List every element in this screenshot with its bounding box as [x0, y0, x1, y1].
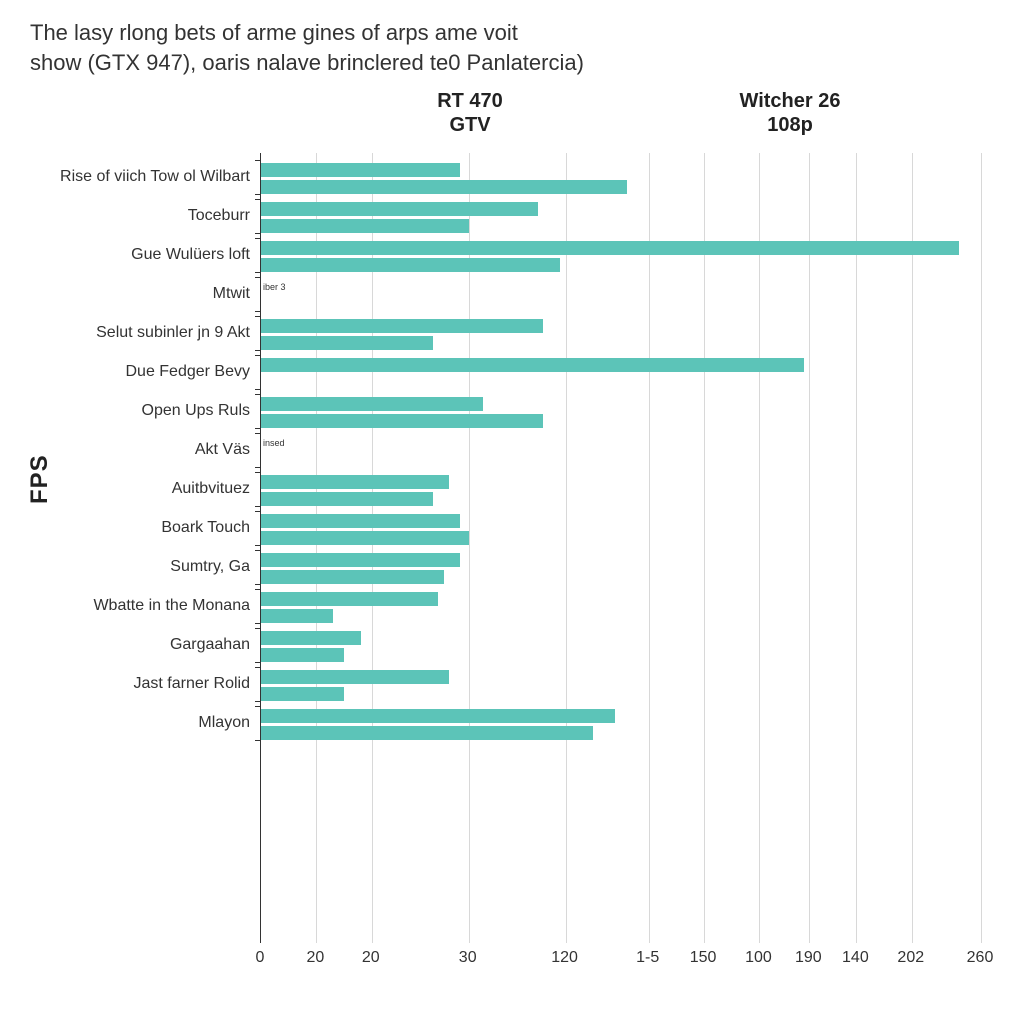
- header-right: Witcher 26 108p: [720, 89, 860, 137]
- category-label: Due Fedger Bevy: [30, 363, 250, 381]
- x-tick-label: 1-5: [636, 949, 659, 967]
- bar-group: [261, 317, 980, 350]
- bar: [261, 202, 538, 216]
- bar: [261, 336, 433, 350]
- category-label: Gargaahan: [30, 636, 250, 654]
- category-label: Akt Väs: [30, 441, 250, 459]
- inline-bar-label: insed: [261, 436, 285, 450]
- bar-group: [261, 200, 980, 233]
- bar: [261, 631, 361, 645]
- category-label: Open Ups Ruls: [30, 402, 250, 420]
- bar: [261, 358, 804, 372]
- x-tick-label: 260: [967, 949, 994, 967]
- bar: [261, 241, 959, 255]
- bar-group: [261, 590, 980, 623]
- bar: [261, 492, 433, 506]
- bar-group: [261, 239, 980, 272]
- x-tick-label: 0: [256, 949, 265, 967]
- x-tick-label: 150: [690, 949, 717, 967]
- header-left: RT 470 GTV: [410, 89, 530, 137]
- bar: [261, 709, 615, 723]
- x-tick-label: 20: [306, 949, 324, 967]
- bar-group: [261, 707, 980, 740]
- category-label: Sumtry, Ga: [30, 558, 250, 576]
- bar-group: iber 3: [261, 278, 980, 311]
- bar-group: [261, 161, 980, 194]
- category-label: Auitbvituez: [30, 480, 250, 498]
- bar: [261, 553, 460, 567]
- bar: [261, 609, 333, 623]
- category-label: Wbatte in the Monana: [30, 597, 250, 615]
- category-label: Selut subinler jn 9 Akt: [30, 324, 250, 342]
- bar: [261, 397, 483, 411]
- x-tick-label: 202: [897, 949, 924, 967]
- x-tick-label: 120: [551, 949, 578, 967]
- category-label: Mtwit: [30, 285, 250, 303]
- x-tick-label: 20: [362, 949, 380, 967]
- bar: [261, 319, 543, 333]
- bar: [261, 570, 444, 584]
- bar: [261, 687, 344, 701]
- x-tick-label: 140: [842, 949, 869, 967]
- x-tick-label: 190: [795, 949, 822, 967]
- title-line-1: The lasy rlong bets of arme gines of arp…: [30, 20, 518, 45]
- bar-group: [261, 551, 980, 584]
- category-label: Rise of viich Tow ol Wilbart: [30, 168, 250, 186]
- bar-group: [261, 629, 980, 662]
- bar: [261, 670, 449, 684]
- category-label: Gue Wulüers loft: [30, 246, 250, 264]
- bar: [261, 726, 593, 740]
- bar: [261, 414, 543, 428]
- bar-group: insed: [261, 434, 980, 467]
- bar-group: [261, 356, 980, 389]
- bar: [261, 180, 627, 194]
- bar-group: [261, 512, 980, 545]
- title-line-2: show (GTX 947), oaris nalave brinclered …: [30, 50, 584, 75]
- x-tick-label: 100: [745, 949, 772, 967]
- category-label: Toceburr: [30, 207, 250, 225]
- x-axis: 02020301201-5150100190140202260: [260, 943, 980, 983]
- category-label: Boark Touch: [30, 519, 250, 537]
- x-tick-label: 30: [459, 949, 477, 967]
- bar: [261, 258, 560, 272]
- gridline: [981, 153, 982, 943]
- chart-container: The lasy rlong bets of arme gines of arp…: [0, 0, 1024, 1024]
- inline-bar-label: iber 3: [261, 280, 286, 294]
- header-labels: RT 470 GTV Witcher 26 108p: [30, 89, 990, 149]
- bar: [261, 648, 344, 662]
- category-label: Mlayon: [30, 714, 250, 732]
- plot-area: iber 3 insed: [260, 153, 980, 943]
- bar-group: [261, 395, 980, 428]
- category-label: Jast farner Rolid: [30, 675, 250, 693]
- bar-group: [261, 473, 980, 506]
- chart-title: The lasy rlong bets of arme gines of arp…: [30, 18, 1004, 77]
- bar: [261, 514, 460, 528]
- bar: [261, 592, 438, 606]
- bar-group: [261, 668, 980, 701]
- bar: [261, 475, 449, 489]
- bar: [261, 219, 469, 233]
- bar: [261, 163, 460, 177]
- chart-area: FPS RT 470 GTV Witcher 26 108p iber 3ins…: [30, 89, 990, 999]
- bar: [261, 531, 469, 545]
